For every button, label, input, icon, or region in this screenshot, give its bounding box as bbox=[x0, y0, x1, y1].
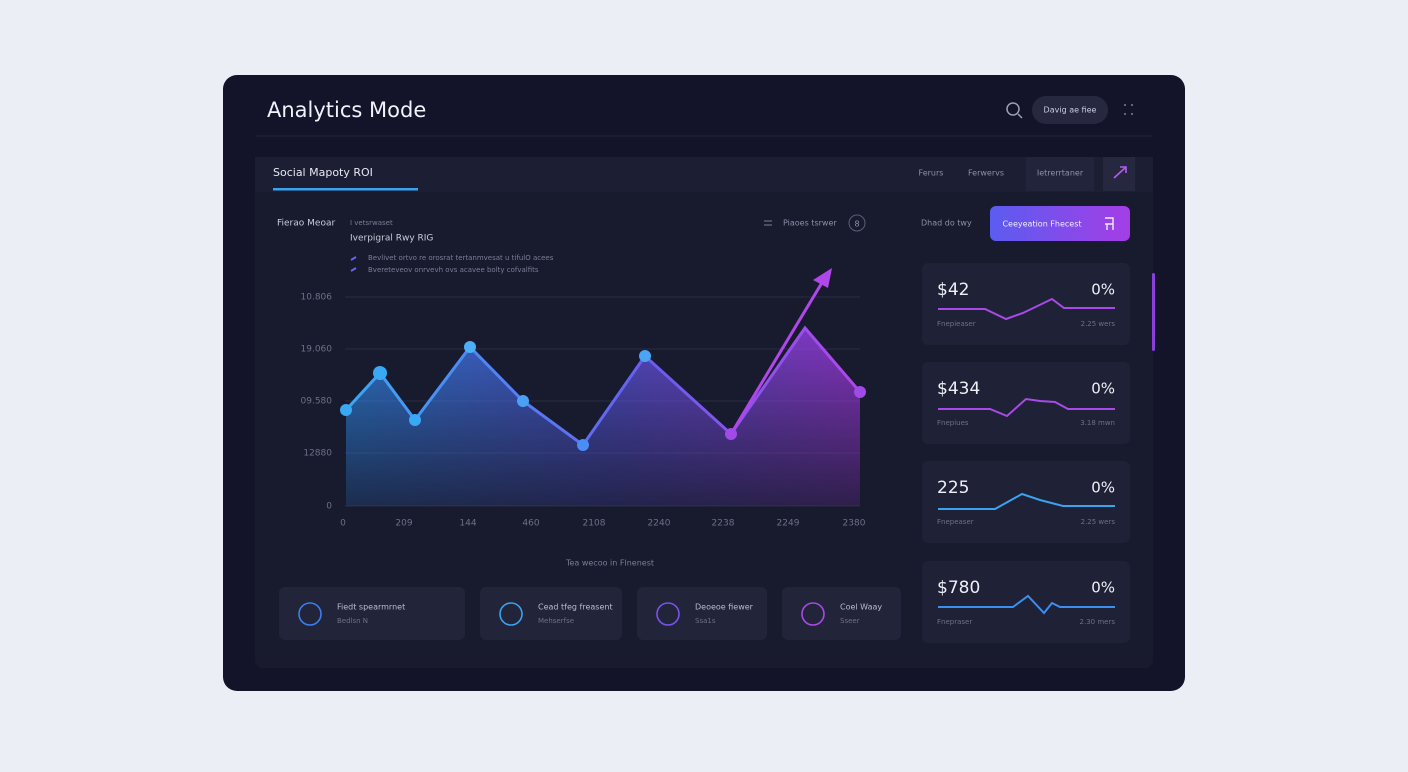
stat-value: $434 bbox=[937, 379, 980, 399]
y-label: 19.060 bbox=[301, 345, 333, 355]
sparkline bbox=[938, 492, 1115, 510]
card-sub: Mehserfse bbox=[538, 617, 574, 625]
stat-left: Fnepieaser bbox=[937, 320, 976, 328]
x-label: 2380 bbox=[843, 519, 866, 529]
x-label: 460 bbox=[522, 519, 539, 529]
tab[interactable]: Ietrerrtaner bbox=[1037, 169, 1084, 178]
card-icon bbox=[298, 602, 322, 626]
tab-bar bbox=[255, 157, 1153, 192]
legend-text: Bevlivet ortvo re orosrat tertanmvesat u… bbox=[368, 254, 554, 262]
stat-change: 0% bbox=[1091, 579, 1115, 597]
stat-right: 3.18 mwn bbox=[1080, 419, 1115, 427]
app-title: Analytics Mode bbox=[267, 98, 426, 122]
card-icon bbox=[656, 602, 680, 626]
stat-value: $42 bbox=[937, 280, 969, 300]
x-label: 2238 bbox=[712, 519, 735, 529]
card-title: Deoeoe fiewer bbox=[695, 603, 754, 612]
info-card bbox=[637, 587, 767, 640]
stat-left: Fnepeaser bbox=[937, 518, 974, 526]
tab[interactable]: Ferwervs bbox=[968, 169, 1004, 178]
stat-change: 0% bbox=[1091, 479, 1115, 497]
scrollbar[interactable] bbox=[1152, 273, 1155, 351]
x-label: 2249 bbox=[777, 519, 800, 529]
menu-icon[interactable] bbox=[1124, 104, 1133, 115]
badge-label: 8 bbox=[854, 220, 859, 229]
stat-right: 2.30 mers bbox=[1080, 618, 1116, 626]
x-label: 2240 bbox=[648, 519, 671, 529]
legend-text: Bvereteveov onrvevh ovs acavee bolty cof… bbox=[368, 266, 539, 274]
area-line bbox=[344, 325, 862, 448]
stat-change: 0% bbox=[1091, 281, 1115, 299]
info-card bbox=[782, 587, 901, 640]
stat-value: 225 bbox=[937, 478, 969, 498]
tab-underline bbox=[273, 188, 418, 191]
stat-right: 2.25 wers bbox=[1081, 518, 1116, 526]
y-label: 10.806 bbox=[301, 293, 333, 303]
card-sub: Sseer bbox=[840, 617, 860, 625]
card-sub: Ssa1s bbox=[695, 617, 716, 625]
x-label: 144 bbox=[459, 519, 476, 529]
badge[interactable] bbox=[848, 214, 866, 232]
x-label: 2108 bbox=[583, 519, 606, 529]
y-label: 09.580 bbox=[301, 397, 333, 407]
side-button[interactable] bbox=[990, 206, 1130, 241]
stat-card bbox=[922, 263, 1130, 345]
stat-card bbox=[922, 561, 1130, 643]
card-icon bbox=[801, 602, 825, 626]
y-label: 12880 bbox=[303, 449, 332, 459]
stat-value: $780 bbox=[937, 578, 980, 598]
chart-heading: Iverpigral Rwy RIG bbox=[350, 234, 433, 244]
stat-right: 2.25 wers bbox=[1081, 320, 1116, 328]
info-card bbox=[279, 587, 465, 640]
sparkline bbox=[938, 594, 1115, 615]
y-label: 0 bbox=[326, 502, 332, 512]
points bbox=[340, 341, 866, 451]
side-label: Dhad do twy bbox=[921, 219, 972, 228]
sparkline bbox=[938, 297, 1115, 321]
stat-left: Fnepraser bbox=[937, 618, 972, 626]
side-button-label: Ceeyeation Fhecest bbox=[1002, 220, 1081, 229]
active-tab[interactable]: Social Mapoty ROI bbox=[273, 166, 373, 179]
chart-subtitle: I vetsrwaset bbox=[350, 219, 393, 227]
stat-card bbox=[922, 362, 1130, 444]
header-button[interactable] bbox=[1032, 96, 1108, 124]
card-title: Cead tfeg freasent bbox=[538, 603, 613, 612]
x-label: 209 bbox=[395, 519, 412, 529]
stat-card bbox=[922, 461, 1130, 543]
tab-box bbox=[1026, 157, 1094, 191]
x-label: 0 bbox=[340, 519, 346, 529]
stat-left: Fnepiues bbox=[937, 419, 969, 427]
card-title: Fiedt spearmrnet bbox=[337, 603, 405, 612]
card-title: Coel Waay bbox=[840, 603, 882, 612]
trend-arrow bbox=[729, 275, 828, 435]
header-button-label: Davig ae fiee bbox=[1044, 106, 1097, 115]
stat-change: 0% bbox=[1091, 380, 1115, 398]
chart-label: Fierao Meoar bbox=[277, 219, 335, 229]
tab[interactable]: Ferurs bbox=[919, 169, 944, 178]
card-icon bbox=[499, 602, 523, 626]
search-icon[interactable] bbox=[1006, 102, 1020, 116]
chart-caption: Tea wecoo in Flnenest bbox=[565, 559, 654, 568]
info-card bbox=[480, 587, 622, 640]
sparkline bbox=[938, 397, 1115, 418]
card-sub: Bedlsn N bbox=[337, 617, 368, 625]
chart-filter[interactable]: Piaoes tsrwer bbox=[783, 219, 837, 228]
